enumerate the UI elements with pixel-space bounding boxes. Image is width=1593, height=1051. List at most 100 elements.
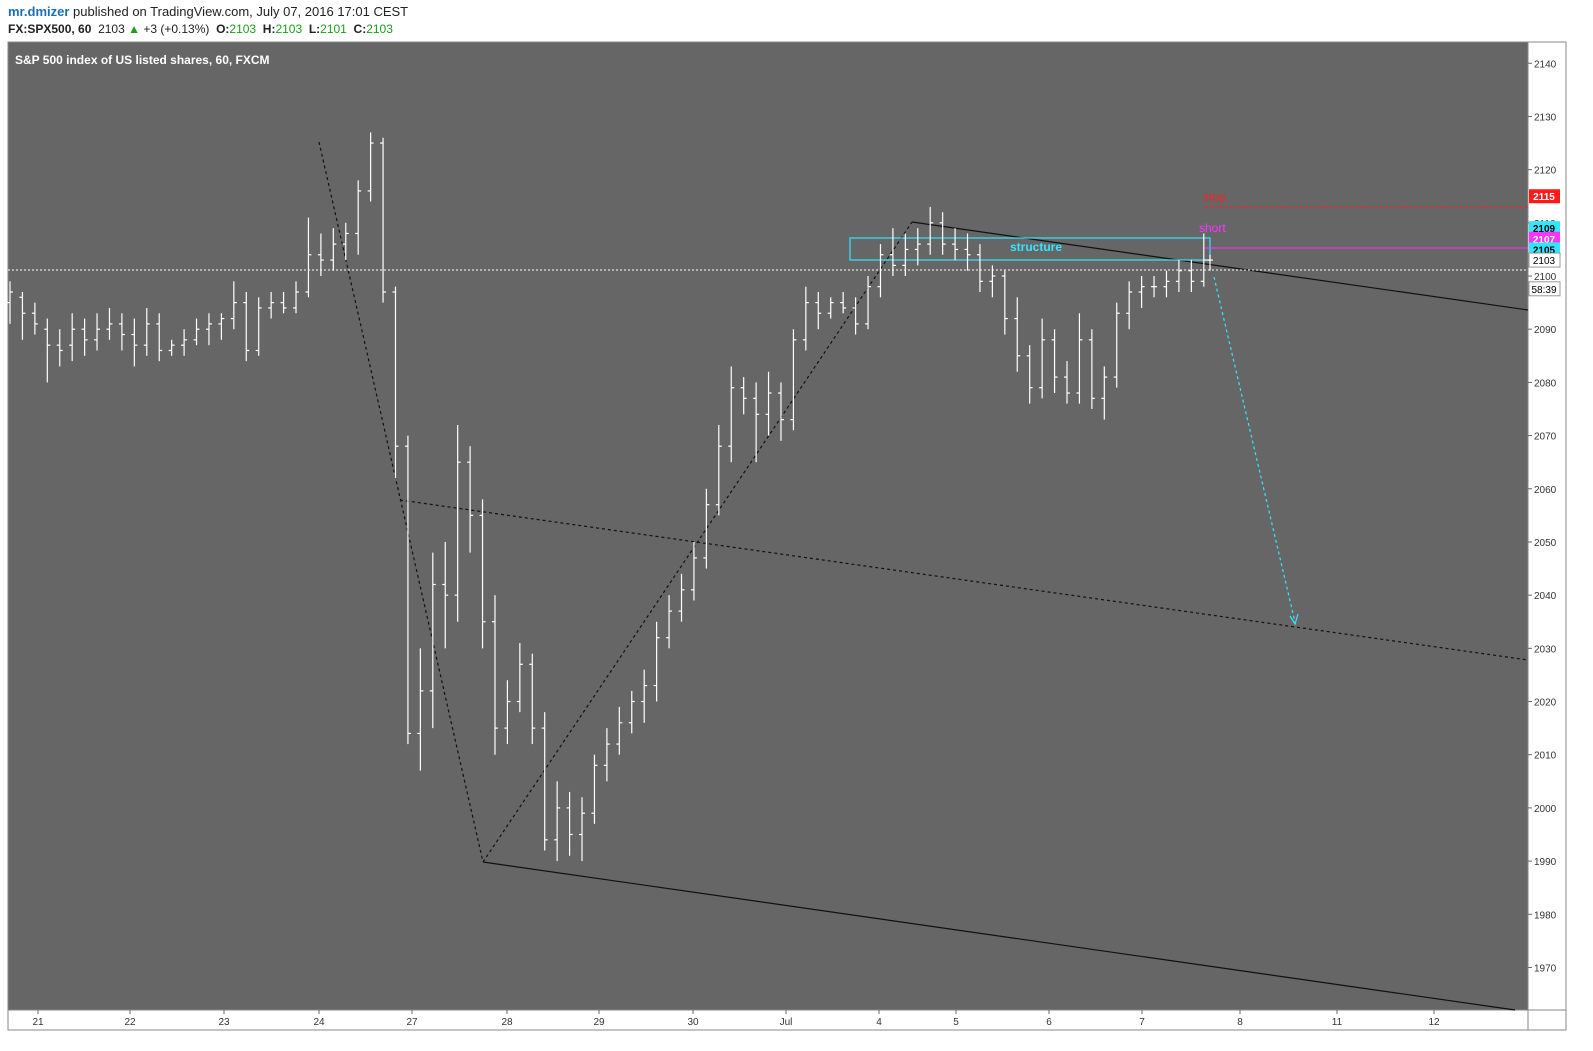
ohlc-bar[interactable] bbox=[964, 233, 971, 271]
ohlc-bar[interactable] bbox=[1001, 270, 1008, 335]
price-axis[interactable] bbox=[1528, 42, 1566, 1010]
ohlc-bar[interactable] bbox=[168, 339, 175, 356]
ohlc-bar[interactable] bbox=[715, 424, 722, 516]
ohlc-bar[interactable] bbox=[653, 621, 660, 702]
ohlc-bar[interactable] bbox=[106, 307, 113, 340]
ohlc-bar[interactable] bbox=[554, 781, 561, 862]
ohlc-bar[interactable] bbox=[1051, 329, 1058, 394]
ohlc-bar[interactable] bbox=[753, 382, 760, 463]
ohlc-bar[interactable] bbox=[641, 669, 648, 723]
ohlc-bar[interactable] bbox=[877, 244, 884, 298]
ohlc-bar[interactable] bbox=[1101, 366, 1108, 420]
ohlc-bar[interactable] bbox=[417, 648, 424, 771]
ohlc-bar[interactable] bbox=[591, 754, 598, 824]
ohlc-bar[interactable] bbox=[181, 329, 188, 356]
ohlc-bar[interactable] bbox=[69, 313, 76, 362]
ohlc-bar[interactable] bbox=[1088, 329, 1095, 409]
ohlc-bar[interactable] bbox=[504, 680, 511, 745]
ohlc-bar[interactable] bbox=[280, 291, 287, 314]
ohlc-bar[interactable] bbox=[392, 286, 399, 479]
ohlc-bar[interactable] bbox=[19, 291, 26, 340]
ohlc-bar[interactable] bbox=[442, 541, 449, 649]
ohlc-bar[interactable] bbox=[1200, 233, 1207, 287]
plot-area[interactable] bbox=[8, 42, 1528, 1010]
ohlc-bar[interactable] bbox=[1126, 281, 1133, 330]
ohlc-bar[interactable] bbox=[44, 318, 51, 383]
ohlc-bar[interactable] bbox=[491, 595, 498, 755]
ohlc-bar[interactable] bbox=[1138, 276, 1145, 308]
ohlc-bar[interactable] bbox=[479, 499, 486, 649]
ohlc-bar[interactable] bbox=[230, 281, 237, 330]
ohlc-bar[interactable] bbox=[454, 424, 461, 622]
ohlc-bar[interactable] bbox=[1076, 313, 1083, 404]
ohlc-bar[interactable] bbox=[939, 212, 946, 255]
ohlc-bar[interactable] bbox=[690, 541, 697, 601]
ohlc-bar[interactable] bbox=[1113, 302, 1120, 388]
ohlc-bar[interactable] bbox=[927, 206, 934, 255]
ohlc-bar[interactable] bbox=[976, 244, 983, 292]
ohlc-bar[interactable] bbox=[1151, 276, 1158, 298]
ohlc-bar[interactable] bbox=[728, 366, 735, 463]
ohlc-bar[interactable] bbox=[579, 797, 586, 862]
ohlc-bar[interactable] bbox=[404, 435, 411, 745]
ohlc-bar[interactable] bbox=[342, 222, 349, 261]
ohlc-bar[interactable] bbox=[94, 313, 101, 351]
time-axis[interactable] bbox=[8, 1010, 1528, 1030]
ohlc-bar[interactable] bbox=[317, 233, 324, 277]
ohlc-bar[interactable] bbox=[1188, 260, 1195, 292]
ohlc-bar[interactable] bbox=[1026, 345, 1033, 404]
ohlc-bar[interactable] bbox=[118, 313, 125, 351]
ohlc-bar[interactable] bbox=[330, 228, 337, 271]
ohlc-bar[interactable] bbox=[603, 728, 610, 782]
ohlc-bar[interactable] bbox=[852, 297, 859, 335]
ohlc-bar[interactable] bbox=[380, 137, 387, 303]
ohlc-bar[interactable] bbox=[1063, 361, 1070, 404]
ohlc-bar[interactable] bbox=[243, 291, 250, 362]
ohlc-bar[interactable] bbox=[827, 297, 834, 319]
ohlc-bar[interactable] bbox=[1207, 254, 1213, 271]
ohlc-bar[interactable] bbox=[31, 302, 38, 335]
ohlc-bar[interactable] bbox=[777, 382, 784, 441]
ohlc-bar[interactable] bbox=[1039, 318, 1046, 399]
ohlc-bar[interactable] bbox=[1175, 260, 1182, 292]
ohlc-bar[interactable] bbox=[516, 643, 523, 713]
ohlc-bar[interactable] bbox=[355, 180, 362, 255]
ohlc-bar[interactable] bbox=[840, 291, 847, 314]
ohlc-bar[interactable] bbox=[131, 318, 138, 367]
ohlc-bar[interactable] bbox=[1014, 297, 1021, 372]
ohlc-bar[interactable] bbox=[1163, 270, 1170, 298]
ohlc-bar[interactable] bbox=[81, 318, 88, 356]
ohlc-bar[interactable] bbox=[889, 228, 896, 277]
ohlc-bar[interactable] bbox=[205, 313, 212, 346]
ohlc-bar[interactable] bbox=[914, 228, 921, 266]
ohlc-bar[interactable] bbox=[293, 281, 300, 314]
ohlc-bar[interactable] bbox=[529, 653, 536, 745]
ohlc-bar[interactable] bbox=[616, 706, 623, 755]
ohlc-bar[interactable] bbox=[143, 307, 150, 356]
author-name[interactable]: mr.dmizer bbox=[8, 4, 70, 19]
ohlc-bar[interactable] bbox=[815, 291, 822, 330]
ohlc-bar[interactable] bbox=[56, 329, 63, 367]
ohlc-bar[interactable] bbox=[193, 318, 200, 346]
ohlc-bar[interactable] bbox=[268, 291, 275, 319]
ohlc-bar[interactable] bbox=[429, 552, 436, 729]
ohlc-bar[interactable] bbox=[7, 281, 13, 324]
ohlc-bar[interactable] bbox=[156, 313, 163, 362]
ohlc-bar[interactable] bbox=[541, 712, 548, 851]
ohlc-bar[interactable] bbox=[952, 228, 959, 261]
ohlc-bar[interactable] bbox=[218, 313, 225, 340]
ohlc-bar[interactable] bbox=[802, 286, 809, 351]
ohlc-bar[interactable] bbox=[678, 573, 685, 622]
ohlc-bar[interactable] bbox=[703, 488, 710, 569]
ohlc-bar[interactable] bbox=[989, 265, 996, 298]
ohlc-bar[interactable] bbox=[790, 329, 797, 431]
ohlc-bar[interactable] bbox=[566, 791, 573, 856]
ohlc-bar[interactable] bbox=[902, 233, 909, 277]
ohlc-bar[interactable] bbox=[367, 132, 374, 202]
ohlc-bar[interactable] bbox=[740, 377, 747, 415]
ohlc-bar[interactable] bbox=[305, 217, 312, 298]
ohlc-bar[interactable] bbox=[666, 595, 673, 649]
ohlc-bar[interactable] bbox=[865, 276, 872, 330]
ohlc-bar[interactable] bbox=[467, 446, 474, 553]
